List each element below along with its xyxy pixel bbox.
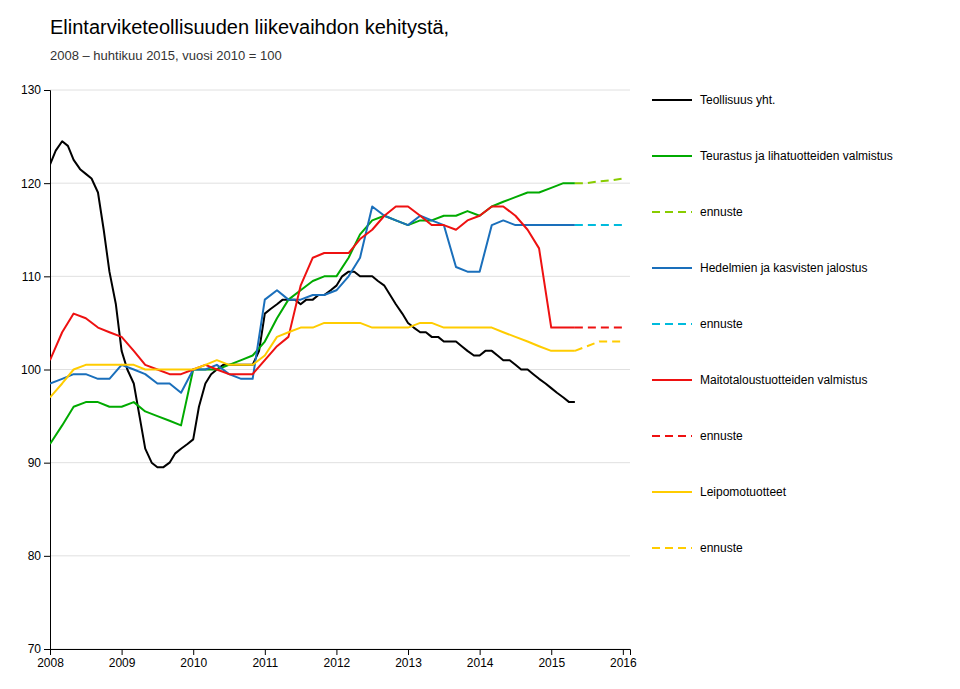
x-tick: 2009 <box>109 649 136 670</box>
x-tick-mark <box>408 649 409 655</box>
x-tick-label: 2015 <box>538 656 565 670</box>
legend-item: Hedelmien ja kasvisten jalostus <box>652 261 867 275</box>
title: Elintarviketeollisuuden liikevaihdon keh… <box>50 16 449 38</box>
x-tick-label: 2010 <box>180 656 207 670</box>
legend: Teollisuus yht. Teurastus ja lihatuotteid… <box>652 93 893 555</box>
legend-item: ennuste <box>652 429 743 443</box>
x-tick: 2010 <box>180 649 207 670</box>
y-tick: 80 <box>28 549 50 563</box>
grid-line <box>50 462 630 463</box>
legend-item: Leipomotuotteet <box>652 485 787 499</box>
grid-line <box>50 183 630 184</box>
legend-swatch <box>652 379 692 381</box>
x-tick-label: 2013 <box>395 656 422 670</box>
series-line <box>575 327 623 329</box>
legend-item: ennuste <box>652 317 743 331</box>
y-tick-label: 110 <box>22 270 41 284</box>
y-tick-mark <box>44 276 50 277</box>
legend-swatch <box>652 547 692 549</box>
x-tick-label: 2014 <box>467 656 494 670</box>
legend-swatch <box>652 323 692 325</box>
grid <box>50 90 630 649</box>
y-tick: 120 <box>21 177 50 191</box>
x-tick-label: 2008 <box>37 656 64 670</box>
y-tick-mark <box>44 90 50 91</box>
x-tick-label: 2011 <box>252 656 278 670</box>
legend-item: Maitotaloustuotteiden valmistus <box>652 373 867 387</box>
x-tick: 2015 <box>538 649 565 670</box>
x-tick-label: 2012 <box>324 656 351 670</box>
y-tick: 130 <box>21 83 50 97</box>
legend-item: Teurastus ja lihatuotteiden valmistus <box>652 149 893 163</box>
y-tick-mark <box>44 649 50 650</box>
x-tick-mark <box>193 649 194 655</box>
y-tick-mark <box>44 556 50 557</box>
x-tick-mark <box>551 649 552 655</box>
legend-label: Teurastus ja lihatuotteiden valmistus <box>700 149 893 163</box>
legend-label: ennuste <box>700 541 743 555</box>
legend-item: ennuste <box>652 541 743 555</box>
y-tick-label: 90 <box>28 456 42 470</box>
page: {"chart_data": { "type": "line", "title"… <box>0 0 960 689</box>
x-tick-mark <box>336 649 337 655</box>
legend-label: Maitotaloustuotteiden valmistus <box>700 373 867 387</box>
y-tick: 100 <box>21 363 50 377</box>
series-line <box>575 342 623 351</box>
y-tick-label: 100 <box>21 363 41 377</box>
x-tick-mark <box>265 649 266 655</box>
x-tick-mark <box>122 649 123 655</box>
x-tick-mark <box>480 649 481 655</box>
x-tick-mark <box>623 649 624 655</box>
legend-label: Teollisuus yht. <box>700 93 775 107</box>
legend-label: Hedelmien ja kasvisten jalostus <box>700 261 867 275</box>
y-tick: 110 <box>22 270 50 284</box>
x-tick: 2011 <box>252 649 278 670</box>
y-tick: 70 <box>28 642 50 656</box>
x-axis-line <box>51 650 631 656</box>
series-line <box>575 179 623 184</box>
legend-label: ennuste <box>700 317 743 331</box>
legend-swatch <box>652 267 692 269</box>
x-tick-label: 2009 <box>109 656 136 670</box>
grid-line <box>50 555 630 556</box>
plot-area: 2008 2009 2010 2011 2012 2013 2014 2015 2016 70 80… <box>21 83 637 669</box>
legend-swatch <box>652 491 692 493</box>
y-tick-mark <box>44 463 50 464</box>
y-axis-line <box>44 91 51 650</box>
series-line <box>50 206 575 374</box>
y-tick-label: 130 <box>21 83 41 97</box>
series-line <box>575 224 623 226</box>
x-tick: 2016 <box>610 649 637 670</box>
legend-item: ennuste <box>652 205 743 219</box>
x-tick: 2013 <box>395 649 422 670</box>
series-line <box>50 323 575 398</box>
subtitle: 2008 – huhtikuu 2015, vuosi 2010 = 100 <box>50 48 282 63</box>
legend-item: Teollisuus yht. <box>652 93 775 107</box>
x-tick: 2008 <box>37 649 64 670</box>
legend-swatch <box>652 435 692 437</box>
x-tick-label: 2016 <box>610 656 637 670</box>
legend-swatch <box>652 155 692 157</box>
legend-label: Leipomotuotteet <box>700 485 787 499</box>
y-tick-mark <box>44 370 50 371</box>
series-line <box>50 183 575 444</box>
y-axis: 70 80 90 100 110 120 130 <box>21 83 51 656</box>
series-line <box>50 141 575 467</box>
x-tick: 2012 <box>324 649 351 670</box>
legend-label: ennuste <box>700 429 743 443</box>
grid-line <box>50 90 630 91</box>
x-axis: 2008 2009 2010 2011 2012 2013 2014 2015 2016 <box>37 649 637 670</box>
legend-swatch <box>652 99 692 101</box>
legend-label: ennuste <box>700 205 743 219</box>
y-tick: 90 <box>28 456 50 470</box>
y-tick-label: 120 <box>21 177 41 191</box>
legend-swatch <box>652 211 692 213</box>
chart: Elintarviketeollisuuden liikevaihdon keh… <box>0 0 960 689</box>
y-tick-label: 70 <box>28 642 42 656</box>
y-tick-mark <box>44 183 50 184</box>
lines <box>50 141 623 467</box>
y-tick-label: 80 <box>28 549 42 563</box>
x-tick: 2014 <box>467 649 494 670</box>
